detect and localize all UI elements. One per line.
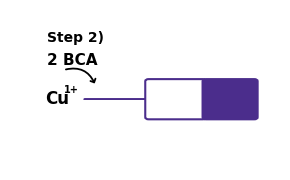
Text: Cu: Cu [45, 90, 69, 108]
FancyBboxPatch shape [202, 79, 258, 119]
FancyBboxPatch shape [145, 79, 206, 119]
Text: Purple: Purple [210, 89, 250, 99]
Text: Step 2): Step 2) [48, 31, 104, 45]
Text: Complex: Complex [149, 100, 202, 110]
Text: 2 BCA: 2 BCA [48, 53, 98, 68]
Text: 1+: 1+ [64, 85, 79, 94]
Text: BCA-Cu1+: BCA-Cu1+ [144, 89, 207, 99]
Text: A=562nm: A=562nm [200, 100, 260, 110]
